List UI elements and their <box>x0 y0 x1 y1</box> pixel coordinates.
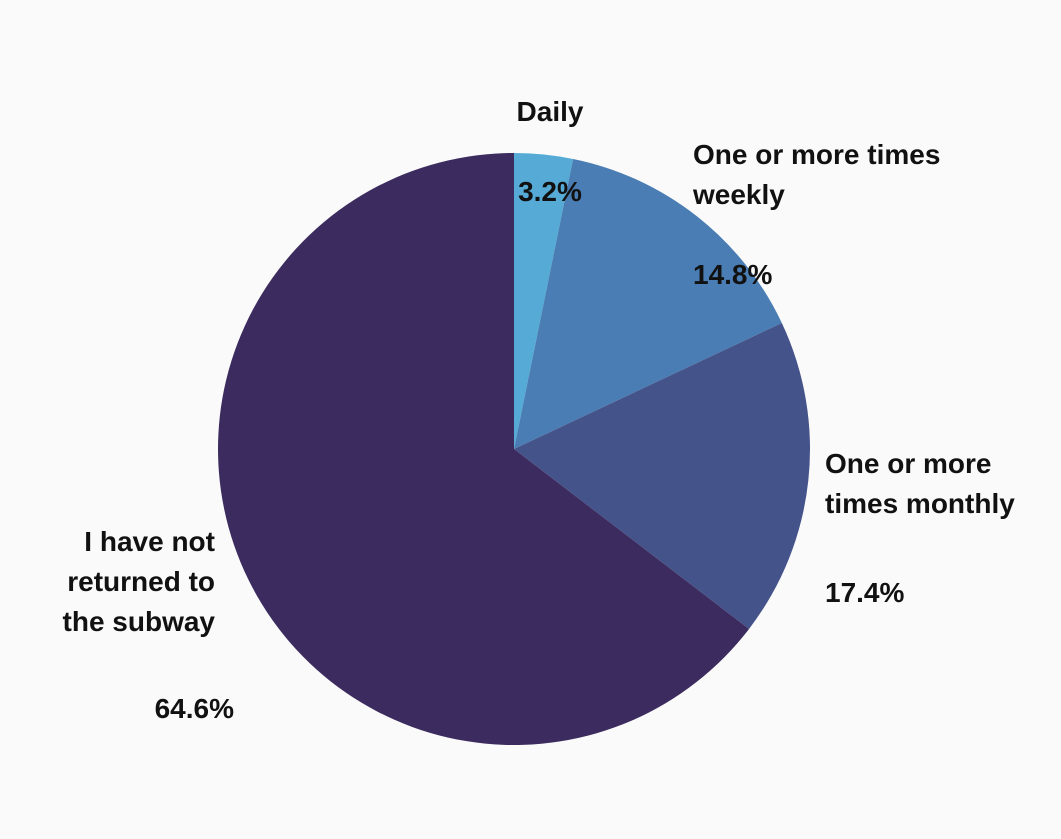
pie-slice-1 <box>514 153 574 449</box>
slice-label-monthly-value: 17.4% <box>825 577 905 608</box>
slice-label-weekly-name: One or more times weekly <box>693 139 941 210</box>
slice-label-weekly: One or more times weekly 14.8% <box>693 95 940 335</box>
slice-label-not-returned-name: I have not returned to the subway <box>62 526 215 637</box>
slice-label-monthly-name: One or more times monthly <box>825 448 1015 519</box>
slice-label-not-returned-value: 64.6% <box>154 693 234 724</box>
slice-label-daily: Daily 3.2% <box>480 52 620 252</box>
slice-label-monthly: One or more times monthly 17.4% <box>825 404 1015 653</box>
slice-label-not-returned: I have not returned to the subway 64.6% <box>63 482 234 769</box>
pie-slice-3 <box>514 322 811 629</box>
slice-label-daily-value: 3.2% <box>518 176 582 207</box>
pie-slice-2 <box>514 158 782 449</box>
slice-label-weekly-value: 14.8% <box>693 259 773 290</box>
slice-label-daily-name: Daily <box>516 96 584 127</box>
pie-slice-4 <box>218 153 750 745</box>
